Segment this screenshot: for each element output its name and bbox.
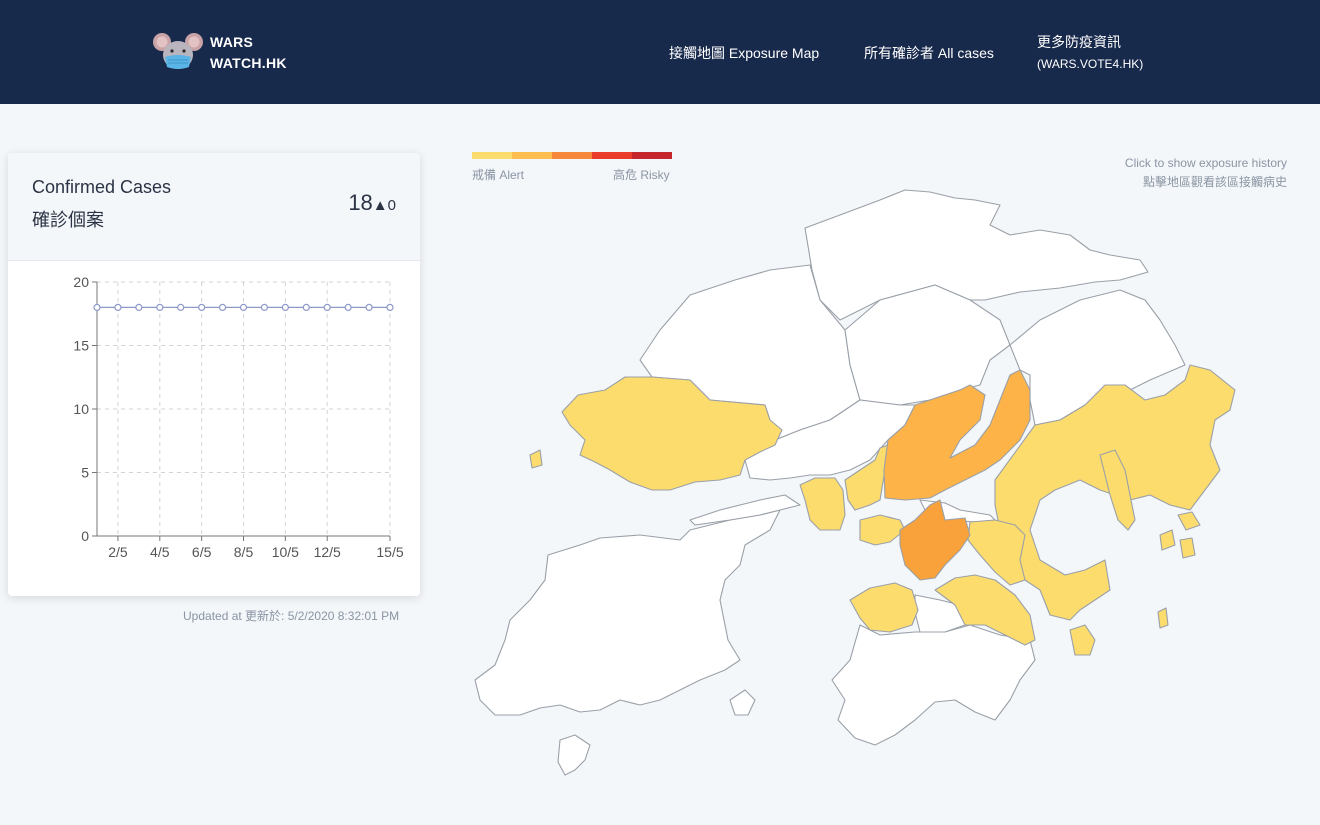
- x-tick-label: 8/5: [234, 544, 254, 560]
- nav-all-cases[interactable]: 所有確診者 All cases: [864, 45, 994, 61]
- data-point: [386, 303, 394, 312]
- legend-alert-label: 戒備 Alert: [472, 168, 525, 182]
- data-point: [323, 303, 331, 312]
- legend-swatch-4: [592, 152, 632, 159]
- mouse-mask-icon: [153, 33, 203, 69]
- y-tick-label: 0: [81, 528, 89, 544]
- x-tick-label: 12/5: [314, 544, 341, 560]
- data-point: [135, 303, 143, 312]
- y-tick-label: 5: [81, 465, 89, 481]
- island-alert-3[interactable]: [1159, 529, 1176, 551]
- map-hint-en: Click to show exposure history: [1124, 156, 1287, 170]
- district-tuen-mun[interactable]: [561, 376, 783, 491]
- legend-swatch-2: [512, 152, 552, 159]
- data-point: [177, 303, 185, 312]
- x-tick-label: 2/5: [108, 544, 128, 560]
- card-title-zh: 確診個案: [32, 210, 104, 230]
- island-alert-5[interactable]: [1177, 511, 1201, 531]
- district-sha-tin[interactable]: [883, 369, 1031, 501]
- data-point: [365, 303, 373, 312]
- district-eastern[interactable]: [934, 574, 1036, 646]
- legend-risky-label: 高危 Risky: [613, 168, 670, 182]
- hong-kong-district-map: [474, 189, 1236, 776]
- logo-line-1: WARS: [210, 34, 254, 50]
- island-alert-2[interactable]: [1069, 624, 1096, 656]
- island-alert-7[interactable]: [1157, 607, 1169, 629]
- nav-more-info-sub: (WARS.VOTE4.HK): [1037, 57, 1144, 71]
- data-point: [156, 303, 164, 312]
- island-small-1[interactable]: [557, 734, 591, 776]
- data-point: [93, 303, 101, 312]
- confirmed-cases-card: Confirmed Cases 確診個案 18▲0 0 5 10 15 20 2/5 4/5…: [8, 153, 420, 596]
- card-header: Confirmed Cases 確診個案 18▲0: [8, 153, 420, 261]
- map-hint: Click to show exposure history 點擊地區觀看該區接…: [1125, 154, 1287, 192]
- legend-swatch-3: [552, 152, 592, 159]
- island-alert-1[interactable]: [1099, 449, 1136, 531]
- district-kwai-tsing[interactable]: [799, 477, 846, 531]
- x-tick-label: 10/5: [272, 544, 299, 560]
- district-kowloon-city[interactable]: [899, 499, 971, 581]
- data-point: [281, 303, 289, 312]
- island-alert-4[interactable]: [1179, 537, 1196, 559]
- district-southern[interactable]: [831, 624, 1036, 746]
- cases-line-chart: 0 5 10 15 20 2/5 4/5 6/5 8/5 10/5 12/5 15/5: [73, 274, 403, 560]
- island-small-2[interactable]: [729, 689, 756, 716]
- district-lantau[interactable]: [474, 509, 781, 716]
- data-point: [302, 303, 310, 312]
- legend-swatch-1: [472, 152, 512, 159]
- data-point: [344, 303, 352, 312]
- data-point: [218, 303, 227, 312]
- data-point: [260, 303, 269, 312]
- nav-exposure-map[interactable]: 接觸地圖 Exposure Map: [669, 45, 820, 61]
- district-yau-tsim-mong[interactable]: [859, 514, 906, 546]
- case-count-value: 18: [348, 190, 373, 215]
- x-tick-label: 4/5: [150, 544, 170, 560]
- top-navbar: WARS WATCH.HK 接觸地圖 Exposure Map 所有確診者 Al…: [0, 0, 1320, 104]
- data-point: [239, 303, 248, 312]
- site-logo[interactable]: WARS WATCH.HK: [152, 28, 312, 76]
- card-title-en: Confirmed Cases: [32, 177, 172, 197]
- island-alert-6[interactable]: [529, 449, 543, 469]
- y-tick-label: 10: [73, 401, 89, 417]
- nav-more-info[interactable]: 更多防疫資訊 (WARS.VOTE4.HK): [1037, 31, 1143, 75]
- y-tick-label: 15: [73, 338, 89, 354]
- x-tick-label: 6/5: [192, 544, 212, 560]
- data-point: [114, 303, 122, 312]
- nav-more-info-label: 更多防疫資訊: [1037, 34, 1121, 50]
- district-central-western[interactable]: [849, 582, 919, 633]
- updated-timestamp: Updated at 更新於: 5/2/2020 8:32:01 PM: [183, 609, 400, 623]
- map-hint-zh: 點擊地區觀看該區接觸病史: [1142, 175, 1287, 189]
- x-tick-label: 15/5: [376, 544, 403, 560]
- district-kwun-tong[interactable]: [967, 519, 1026, 586]
- logo-text: WARS WATCH.HK: [210, 32, 287, 74]
- logo-line-2: WATCH.HK: [210, 55, 287, 71]
- case-count-delta: ▲0: [372, 197, 396, 214]
- case-count: 18▲0: [348, 190, 396, 216]
- data-point: [198, 303, 206, 312]
- y-tick-label: 20: [73, 274, 89, 290]
- district-tuen-mun-south[interactable]: [689, 494, 801, 526]
- risk-legend-bar: [472, 152, 672, 159]
- legend-swatch-5: [632, 152, 672, 159]
